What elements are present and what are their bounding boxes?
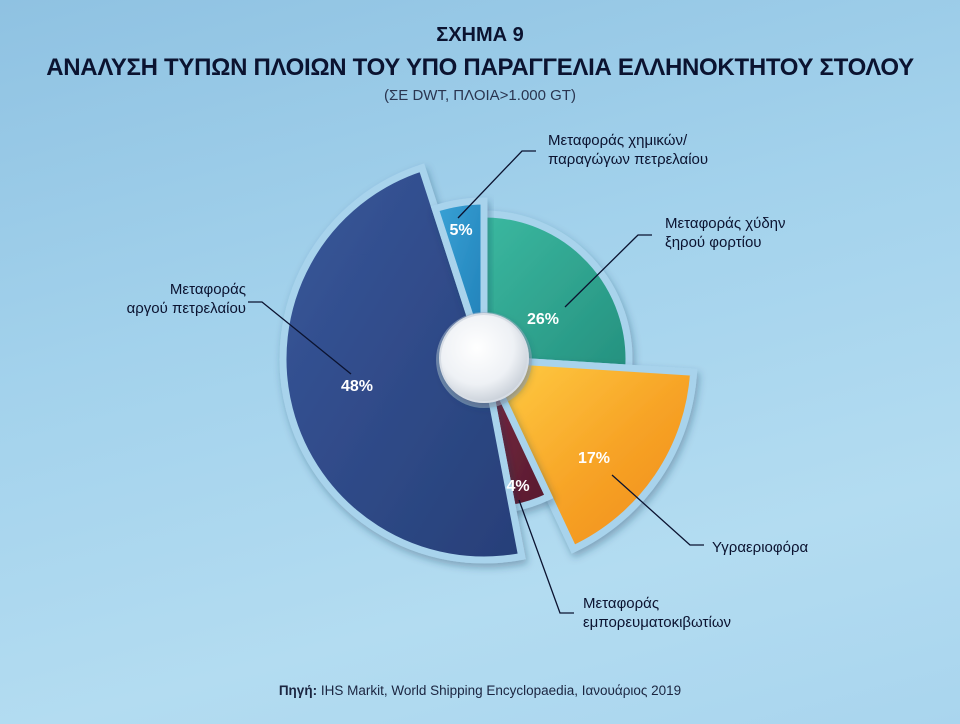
chart-title: ΑΝΑΛΥΣΗ ΤΥΠΩΝ ΠΛΟΙΩΝ ΤΟΥ ΥΠΟ ΠΑΡΑΓΓΕΛΙΑ … <box>46 54 914 81</box>
pie-slice-2 <box>478 355 698 554</box>
slice-value-label-1: 26% <box>527 311 559 328</box>
leader-line-3 <box>518 499 574 614</box>
leader-line-4 <box>248 301 352 375</box>
leader-line-1 <box>564 234 652 308</box>
leader-line-5 <box>457 150 536 219</box>
slice-value-label-3: 4% <box>506 478 529 495</box>
leader-line-2 <box>611 474 704 546</box>
slice-category-label-3: Μεταφοράς εμπορευματοκιβωτίων <box>583 595 731 631</box>
source-note: Πηγή: IHS Markit, World Shipping Encyclo… <box>0 683 960 698</box>
source-label: Πηγή: <box>278 683 318 698</box>
pie-slice-4 <box>279 163 526 564</box>
slice-category-label-5: Μεταφοράς χημικών/παραγώγων πετρελαίου <box>548 132 708 168</box>
figure-label: ΣΧΗΜΑ 9 <box>436 24 524 46</box>
slice-category-label-1: Μεταφοράς χύδην ξηρού φορτίου <box>665 215 786 251</box>
slice-value-label-4: 48% <box>341 378 373 395</box>
slice-category-label-2: Υγραεριοφόρα <box>712 539 808 556</box>
slice-value-label-5: 5% <box>449 222 472 239</box>
source-text: IHS Markit, World Shipping Encyclopaedia… <box>320 683 682 698</box>
slice-value-label-2: 17% <box>578 450 610 467</box>
center-hub <box>436 312 532 408</box>
chart-subtitle: (ΣΕ DWT, ΠΛΟΙΑ>1.000 GT) <box>384 87 576 104</box>
slice-category-label-4: Μεταφοράς αργού πετρελαίου <box>127 281 246 317</box>
